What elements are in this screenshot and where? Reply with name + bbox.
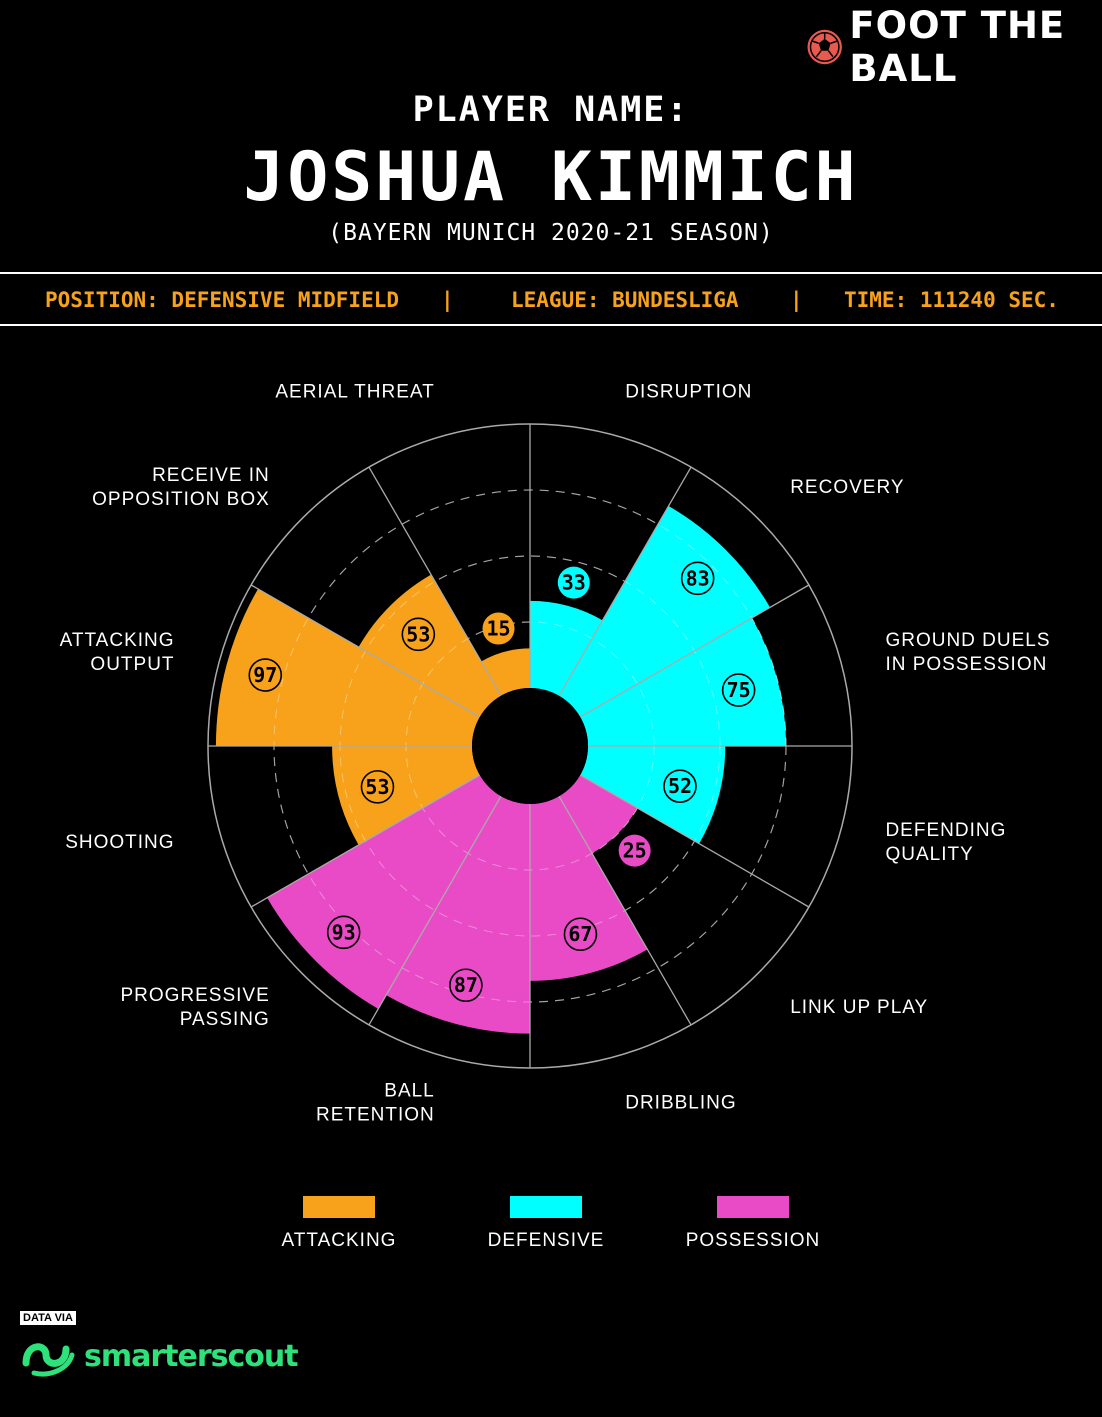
category-label: ATTACKING	[60, 630, 175, 651]
category-label: GROUND DUELS	[885, 630, 1050, 651]
chart-bar-attacking-output	[215, 588, 480, 746]
legend-swatch-defensive	[510, 1196, 582, 1218]
chart-bar-recovery	[559, 506, 770, 717]
source-logo: smarterscout	[20, 1333, 299, 1379]
category-label: RECOVERY	[790, 477, 904, 498]
chart-bar-ball-retention	[386, 796, 530, 1034]
season-label: (BAYERN MUNICH 2020-21 SEASON)	[328, 220, 774, 246]
chart-bar-ground-duels-in-possession	[580, 618, 786, 746]
brand-logo-text: FOOT THE BALL	[849, 4, 1066, 90]
info-separator: |	[790, 288, 803, 312]
value-badge	[563, 917, 598, 952]
value-label: 15	[486, 617, 510, 641]
data-via-label: DATA VIA	[20, 1311, 76, 1325]
value-badge	[248, 658, 283, 692]
value-badge	[449, 968, 483, 1003]
value-badge	[326, 915, 361, 950]
legend-label-possession: POSSESSION	[685, 1230, 821, 1251]
chart-bar-link-up-play	[559, 775, 638, 854]
spoke-line	[368, 795, 502, 1026]
divider-top	[0, 272, 1102, 274]
category-label: RECEIVE IN	[152, 465, 270, 486]
category-label: DEFENDING	[885, 820, 1006, 841]
chart-bar-aerial-threat	[481, 648, 530, 696]
value-label: 97	[253, 663, 277, 687]
spoke-line	[558, 466, 692, 697]
category-label: AERIAL THREAT	[275, 382, 434, 403]
spoke-line	[558, 795, 692, 1026]
value-label: 52	[668, 774, 692, 798]
spoke-line	[250, 774, 481, 908]
value-label: 93	[332, 920, 356, 944]
category-label: IN POSSESSION	[885, 654, 1047, 675]
category-label: DRIBBLING	[625, 1092, 736, 1113]
value-label: 25	[623, 839, 647, 863]
category-label: LINK UP PLAY	[790, 997, 928, 1018]
value-label: 33	[562, 571, 586, 595]
brand-logo: FOOT THE BALL	[806, 4, 1102, 90]
value-badge	[618, 834, 651, 867]
info-bar: POSITION: DEFENSIVE MIDFIELD | LEAGUE: B…	[0, 288, 1102, 316]
chart-bar-disruption	[530, 600, 603, 696]
value-badge	[401, 617, 436, 652]
category-label: QUALITY	[885, 844, 973, 865]
subtitle-label: PLAYER NAME:	[412, 90, 690, 130]
value-label: 53	[406, 622, 430, 646]
value-badge	[721, 673, 756, 707]
spoke-line	[579, 774, 810, 908]
category-label: RETENTION	[316, 1104, 435, 1125]
chart-bar-dribbling	[530, 796, 648, 981]
value-badge	[680, 561, 715, 596]
legend-swatch-possession	[717, 1196, 789, 1218]
info-separator: |	[441, 288, 454, 312]
value-badge	[482, 612, 515, 645]
value-badge	[557, 566, 590, 599]
league-label: LEAGUE: BUNDESLIGA	[511, 288, 739, 312]
divider-bottom	[0, 324, 1102, 326]
spoke-line	[368, 466, 502, 697]
category-label: DISRUPTION	[625, 382, 752, 403]
source-name: smarterscout	[84, 1338, 299, 1374]
legend-swatch-attacking	[303, 1196, 375, 1218]
legend-label-defensive: DEFENSIVE	[487, 1230, 605, 1251]
value-label: 83	[686, 566, 710, 590]
category-label: OUTPUT	[90, 654, 174, 675]
value-badge	[663, 769, 697, 803]
position-label: POSITION: DEFENSIVE MIDFIELD	[45, 288, 400, 312]
value-label: 67	[568, 922, 592, 946]
chart-bar-defending-quality	[580, 746, 726, 844]
category-label: SHOOTING	[65, 832, 174, 853]
chart-bar-progressive-passing	[267, 775, 501, 1009]
value-label: 75	[727, 678, 751, 702]
smarterscout-logo-icon	[22, 1343, 75, 1377]
center-hole	[472, 688, 588, 804]
chart-bar-shooting	[332, 746, 480, 845]
legend-label-attacking: ATTACKING	[281, 1230, 397, 1251]
category-label: PROGRESSIVE	[120, 985, 269, 1006]
football-icon	[807, 29, 842, 65]
value-label: 53	[365, 775, 389, 799]
category-label: OPPOSITION BOX	[92, 489, 270, 510]
value-badge	[360, 770, 395, 804]
spoke-line	[579, 584, 810, 718]
player-name: JOSHUA KIMMICH	[243, 138, 859, 217]
value-label: 87	[454, 973, 478, 997]
spoke-line	[250, 584, 481, 718]
time-label: TIME: 111240 SEC.	[844, 288, 1059, 312]
category-label: PASSING	[180, 1009, 270, 1030]
category-label: BALL	[384, 1080, 434, 1101]
